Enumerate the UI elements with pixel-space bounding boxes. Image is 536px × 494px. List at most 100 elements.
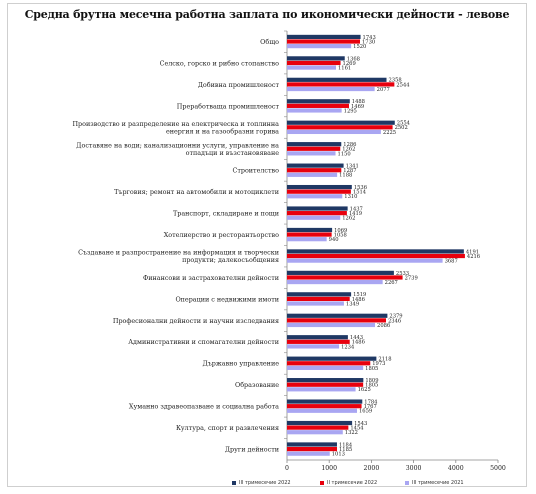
- data-label: 1805: [365, 366, 378, 372]
- data-label: 1730: [362, 39, 375, 45]
- chart-legend: III тримесечие 2022 II тримесечие 2022 I…: [0, 478, 536, 490]
- bar-2: [287, 44, 352, 49]
- data-label: 1013: [332, 452, 345, 458]
- data-label: 1469: [351, 104, 364, 110]
- bar-1: [287, 232, 332, 237]
- bar-0: [287, 99, 350, 104]
- data-label: 2086: [377, 323, 390, 329]
- bar-2: [287, 108, 342, 113]
- bar-0: [287, 420, 353, 426]
- bar-1: [287, 60, 341, 66]
- data-label: 1809: [365, 378, 378, 384]
- data-label: 4191: [466, 249, 479, 255]
- bar-2: [287, 258, 443, 263]
- bar-1: [287, 39, 361, 44]
- bar-0: [287, 292, 352, 297]
- bar-2: [287, 86, 375, 92]
- data-label: 1486: [352, 297, 365, 303]
- bar-2: [287, 237, 327, 242]
- data-label: 1625: [358, 387, 371, 393]
- data-label: 1536: [354, 185, 367, 191]
- legend-label-0: III тримесечие 2022: [239, 480, 291, 486]
- bar-2: [287, 151, 336, 156]
- bar-1: [287, 446, 338, 452]
- data-label: 1287: [343, 168, 356, 174]
- bar-0: [287, 356, 377, 361]
- data-label: 2346: [388, 318, 401, 324]
- data-label: 1973: [372, 361, 385, 367]
- category-label: Финансови и застрахователни дейности: [143, 274, 279, 282]
- bar-2: [287, 451, 330, 456]
- bar-0: [287, 249, 464, 254]
- x-tick-label: 4000: [448, 465, 464, 472]
- bar-0: [287, 120, 395, 125]
- category-label: Преработваща промишленост: [177, 102, 280, 110]
- data-label: 1488: [352, 99, 365, 105]
- data-label: 1784: [364, 399, 378, 405]
- category-label: Доставяне на води; канализационни услуги…: [76, 141, 279, 149]
- data-label: 1805: [365, 383, 378, 389]
- bar-1: [287, 275, 403, 280]
- data-label: 1234: [341, 344, 355, 350]
- bar-1: [287, 382, 364, 387]
- category-label: Държавно управление: [203, 360, 280, 368]
- legend-label-1: II тримесечие 2022: [327, 480, 378, 486]
- data-label: 2118: [378, 357, 391, 363]
- bar-2: [287, 194, 343, 199]
- data-label: 2379: [389, 314, 402, 320]
- data-label: 2502: [395, 125, 408, 131]
- chart-frame: [7, 3, 527, 487]
- chart-title: Средна брутна месечна работна заплата по…: [24, 8, 510, 21]
- data-label: 1269: [343, 61, 356, 67]
- category-label: Хуманно здравеопазване и социална работа: [129, 403, 279, 411]
- bar-0: [287, 378, 364, 383]
- bar-1: [287, 425, 349, 430]
- category-label: Административни и спомагателни дейности: [128, 338, 279, 346]
- category-label: Хотелиерство и ресторантьорство: [164, 231, 279, 239]
- bar-1: [287, 168, 342, 173]
- bar-0: [287, 399, 363, 404]
- bar-0: [287, 206, 348, 211]
- category-label: Култура, спорт и развлечения: [176, 424, 279, 432]
- x-tick-label: 5000: [490, 465, 506, 472]
- data-label: 1743: [363, 35, 376, 41]
- bar-1: [287, 211, 347, 216]
- data-label: 3687: [445, 259, 458, 265]
- data-label: 2554: [397, 121, 411, 127]
- bar-2: [287, 129, 381, 135]
- data-label: 1069: [334, 228, 347, 234]
- data-label: 1161: [338, 65, 351, 71]
- data-label: 1262: [342, 147, 355, 153]
- bar-2: [287, 172, 338, 177]
- bar-0: [287, 442, 337, 447]
- category-label: продукти; далекосъобщения: [182, 256, 279, 264]
- bar-2: [287, 344, 340, 349]
- category-label: Добивна промишленост: [198, 81, 280, 89]
- bar-0: [287, 227, 333, 233]
- bar-2: [287, 408, 358, 413]
- x-tick-label: 1000: [321, 465, 337, 472]
- bar-0: [287, 34, 361, 40]
- bar-2: [287, 215, 341, 220]
- data-label: 940: [329, 237, 339, 243]
- bar-1: [287, 146, 341, 151]
- bar-1: [287, 253, 465, 259]
- bar-2: [287, 65, 336, 70]
- bar-1: [287, 318, 387, 323]
- bar-0: [287, 313, 388, 318]
- category-label: отпадъци и възстановяване: [186, 149, 280, 157]
- bar-1: [287, 189, 351, 194]
- bar-2: [287, 430, 343, 435]
- data-label: 1437: [350, 206, 363, 212]
- bar-0: [287, 77, 387, 82]
- bar-1: [287, 361, 371, 366]
- category-label: Строителство: [232, 167, 279, 175]
- bar-0: [287, 163, 344, 168]
- bar-2: [287, 322, 376, 328]
- bar-0: [287, 270, 394, 275]
- legend-item-1: II тримесечие 2022: [320, 480, 377, 486]
- bar-2: [287, 365, 364, 370]
- data-label: 1486: [352, 340, 365, 346]
- data-label: 1058: [334, 232, 347, 238]
